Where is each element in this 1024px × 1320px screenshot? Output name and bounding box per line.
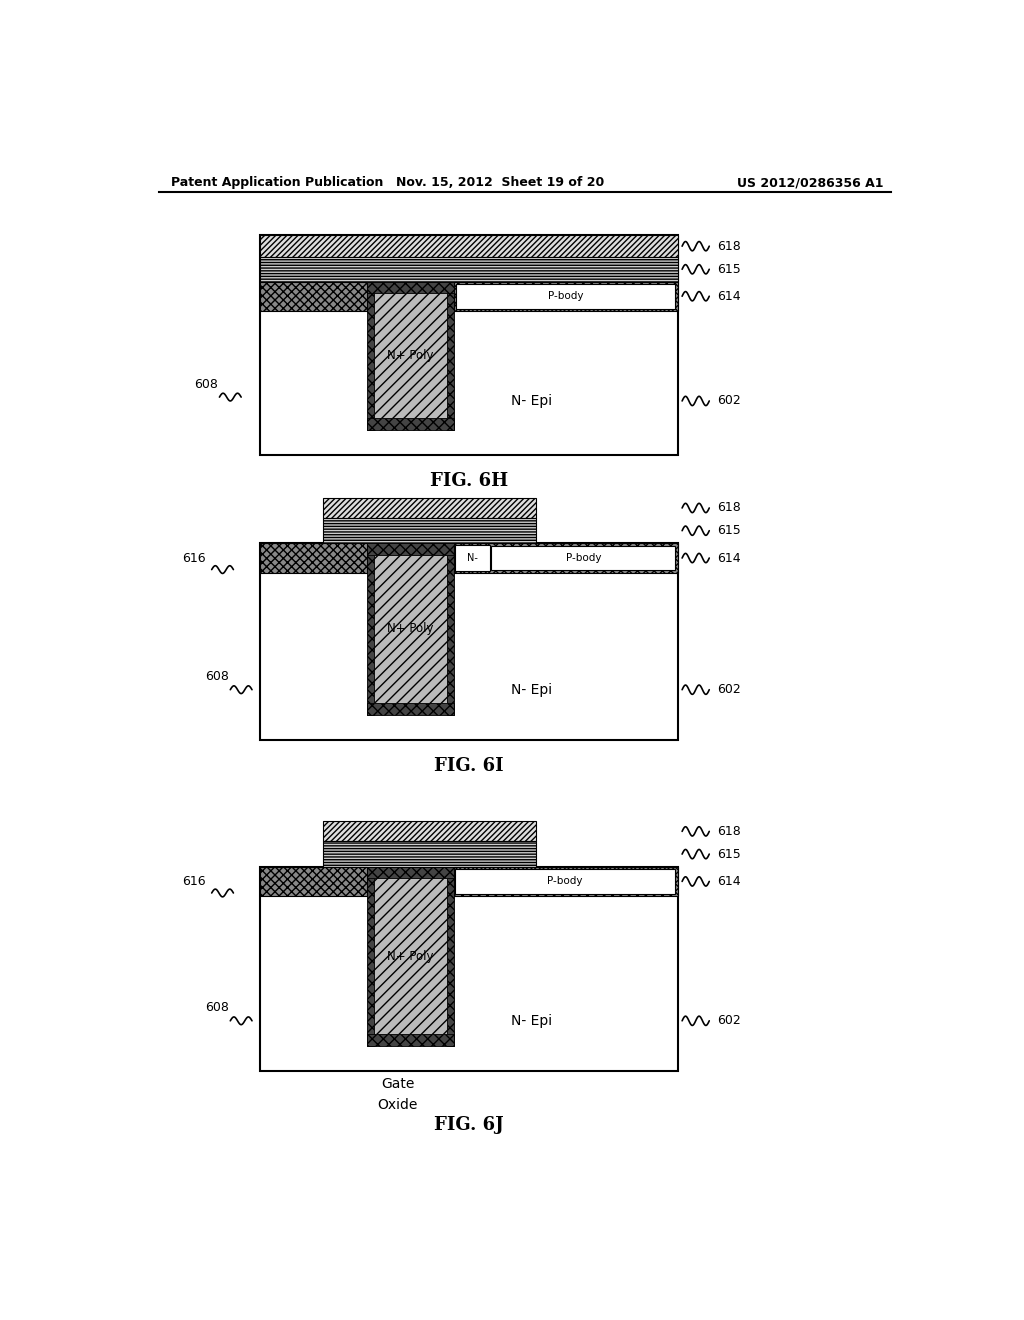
Bar	[367, 281, 454, 293]
Bar	[367, 867, 374, 1047]
Text: Patent Application Publication: Patent Application Publication	[171, 176, 383, 189]
Text: 614: 614	[717, 552, 740, 565]
Text: FIG. 6H: FIG. 6H	[430, 471, 508, 490]
Text: 618: 618	[717, 240, 740, 252]
Text: N+ Poly: N+ Poly	[387, 622, 433, 635]
Bar	[367, 544, 374, 715]
Text: 608: 608	[206, 1001, 229, 1014]
Bar	[446, 544, 454, 715]
Text: 614: 614	[717, 289, 740, 302]
Text: 615: 615	[717, 524, 740, 537]
Bar	[367, 867, 454, 878]
Text: 618: 618	[717, 502, 740, 515]
Text: FIG. 6J: FIG. 6J	[434, 1115, 504, 1134]
Text: 608: 608	[194, 378, 218, 391]
Bar	[367, 417, 454, 430]
Text: 614: 614	[717, 875, 740, 888]
Text: 618: 618	[717, 825, 740, 838]
Bar	[454, 544, 678, 573]
Text: N+ Poly: N+ Poly	[387, 348, 433, 362]
Bar	[374, 293, 446, 417]
Bar	[367, 281, 374, 430]
Bar	[454, 867, 678, 896]
Text: N- Epi: N- Epi	[511, 682, 552, 697]
Bar	[260, 544, 678, 739]
Text: 602: 602	[717, 684, 740, 696]
Bar	[374, 554, 446, 702]
Text: N-: N-	[467, 553, 478, 564]
Text: Gate: Gate	[381, 1077, 415, 1092]
Bar	[492, 545, 675, 570]
Text: 615: 615	[717, 847, 740, 861]
Bar	[324, 821, 537, 841]
Bar	[324, 517, 537, 544]
Bar	[455, 545, 489, 572]
Bar	[260, 281, 367, 312]
Bar	[260, 235, 678, 455]
Bar	[260, 867, 678, 1071]
Bar	[324, 841, 537, 867]
Text: P-body: P-body	[565, 553, 601, 564]
Text: P-body: P-body	[548, 292, 584, 301]
Bar	[374, 878, 446, 1034]
Text: N- Epi: N- Epi	[511, 1014, 552, 1028]
Bar	[446, 867, 454, 1047]
Bar	[324, 498, 537, 517]
Text: Nov. 15, 2012  Sheet 19 of 20: Nov. 15, 2012 Sheet 19 of 20	[396, 176, 604, 189]
Text: N+ Poly: N+ Poly	[387, 949, 433, 962]
Bar	[260, 544, 367, 573]
Text: P-body: P-body	[548, 876, 583, 887]
Text: 615: 615	[717, 263, 740, 276]
Text: 602: 602	[717, 1014, 740, 1027]
Bar	[260, 867, 367, 896]
Bar	[455, 869, 675, 894]
Bar	[446, 281, 454, 430]
Bar	[367, 702, 454, 715]
Bar	[456, 284, 675, 309]
Bar	[367, 1034, 454, 1047]
Bar	[454, 281, 678, 312]
Text: 608: 608	[206, 671, 229, 684]
Text: 602: 602	[717, 395, 740, 408]
Text: 616: 616	[182, 875, 206, 888]
Bar	[260, 257, 678, 281]
Text: US 2012/0286356 A1: US 2012/0286356 A1	[737, 176, 884, 189]
Text: 616: 616	[182, 552, 206, 565]
Bar	[367, 544, 454, 554]
Text: N- Epi: N- Epi	[511, 393, 552, 408]
Text: FIG. 6I: FIG. 6I	[434, 756, 504, 775]
Bar	[260, 235, 678, 257]
Text: Oxide: Oxide	[378, 1098, 418, 1111]
